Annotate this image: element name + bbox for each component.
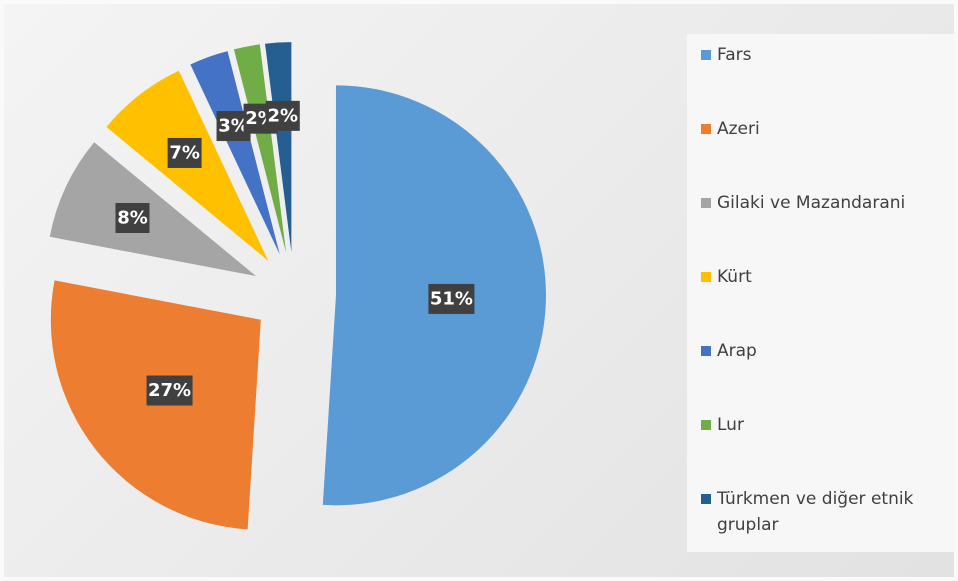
legend-item: Azeri	[701, 116, 944, 190]
legend-swatch	[701, 346, 711, 356]
data-label-text: 51%	[430, 288, 473, 309]
data-label-text: 7%	[169, 142, 200, 163]
data-label-box	[146, 375, 193, 406]
legend-label: Türkmen ve diğer etnik gruplar	[717, 489, 914, 535]
data-label-box	[167, 137, 202, 168]
data-label-text: 8%	[117, 207, 148, 228]
legend-item: Lur	[701, 412, 944, 486]
legend-item: Gilaki ve Mazandarani	[701, 190, 944, 264]
legend-swatch	[701, 420, 711, 430]
legend-item: Arap	[701, 338, 944, 412]
legend-label: Fars	[717, 45, 752, 65]
pie-slice	[49, 142, 256, 277]
legend: Fars Azeri Gilaki ve Mazandarani Kürt Arap Lu…	[687, 34, 954, 552]
pie-area: 51%27%8%7%3%2%2%	[49, 42, 546, 530]
legend-label: Gilaki ve Mazandarani	[717, 193, 906, 213]
data-label: 8%	[115, 202, 150, 233]
pie-slice	[233, 44, 287, 253]
data-label-text: 27%	[148, 380, 191, 401]
legend-label: Arap	[717, 341, 757, 361]
legend-swatch	[701, 198, 711, 208]
data-label-text: 3%	[218, 116, 249, 137]
legend-swatch	[701, 50, 711, 60]
data-label: 27%	[146, 375, 193, 406]
data-label-box	[428, 283, 475, 314]
legend-label: Azeri	[717, 119, 760, 139]
data-label: 7%	[167, 137, 202, 168]
legend-label: Lur	[717, 415, 744, 435]
pie-slice	[190, 51, 280, 255]
data-label-text: 2%	[268, 105, 299, 126]
data-label-box	[115, 202, 150, 233]
legend-swatch	[701, 494, 711, 504]
data-label-box	[265, 100, 300, 131]
data-label: 2%	[265, 100, 300, 131]
legend-label: Kürt	[717, 267, 752, 287]
legend-item: Kürt	[701, 264, 944, 338]
pie-slice	[265, 42, 292, 253]
legend-item: Türkmen ve diğer etnik gruplar	[701, 486, 944, 560]
data-label: 51%	[428, 283, 475, 314]
legend-item: Fars	[701, 42, 944, 116]
legend-swatch	[701, 272, 711, 282]
legend-swatch	[701, 124, 711, 134]
